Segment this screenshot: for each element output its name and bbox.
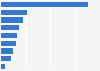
Bar <box>1 64 5 69</box>
Bar <box>1 41 15 46</box>
Bar <box>1 48 13 54</box>
Bar <box>1 2 88 7</box>
Bar <box>1 10 27 15</box>
Bar <box>1 25 19 30</box>
Bar <box>1 56 11 61</box>
Bar <box>1 33 17 38</box>
Bar <box>1 17 23 23</box>
